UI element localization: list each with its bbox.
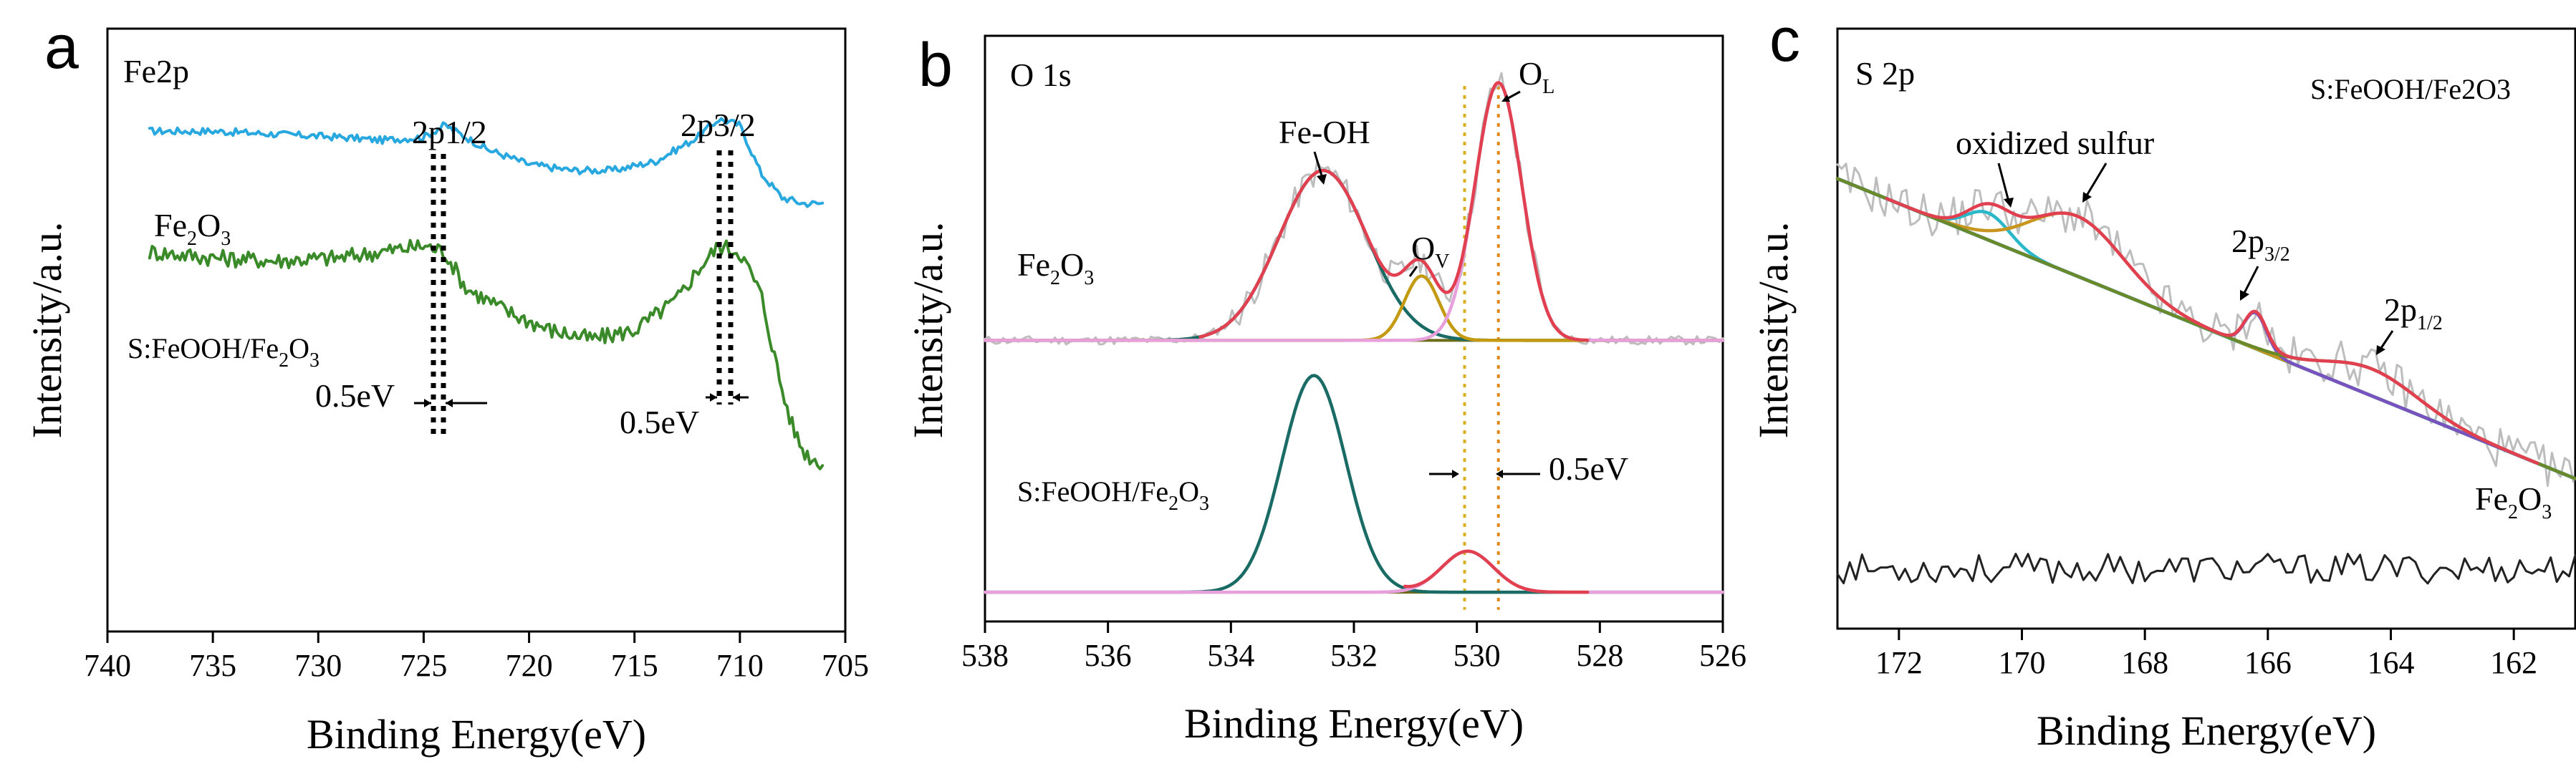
- label-fe-oh: Fe-OH: [1279, 114, 1370, 150]
- panel-b-guides: [1463, 86, 1500, 610]
- x-tick-label: 164: [2368, 645, 2415, 680]
- x-tick-label: 735: [189, 648, 236, 683]
- label-lower-sfeooh: S:FeOOH/Fe2O3: [1017, 475, 1209, 515]
- label-shift-2p1: 0.5eV: [315, 377, 395, 414]
- fe2o3-flat-spectrum-line: [1836, 553, 2576, 585]
- x-tick-label: 725: [400, 648, 447, 683]
- panel-label-b: b: [918, 31, 953, 100]
- label-upper-fe2o3: Fe2O3: [1017, 246, 1094, 289]
- panel-c-annotations: oxidized sulfur 2p3/2 2p1/2 Fe2O3: [1956, 125, 2552, 523]
- fe2o3-spectrum-line: [148, 117, 825, 208]
- panel-b-series: [983, 72, 1725, 594]
- panel-b-title: O 1s: [1010, 57, 1072, 93]
- panel-label-a: a: [44, 13, 79, 82]
- fit-peak-o-l: [983, 549, 1725, 594]
- label-shift-b: 0.5eV: [1549, 450, 1628, 487]
- panel-a-title: Fe2p: [123, 53, 189, 89]
- label-ov: OV: [1411, 230, 1449, 273]
- x-tick-label: 168: [2121, 645, 2168, 680]
- label-oxidized-sulfur: oxidized sulfur: [1956, 125, 2154, 161]
- panel-c-legend: S:FeOOH/Fe2O3: [2310, 73, 2511, 105]
- label-2p3-2: 2p3/2: [681, 107, 756, 143]
- panel-b-xlabel: Binding Energy(eV): [1184, 700, 1524, 747]
- arrow-oxidized-2: [2083, 163, 2108, 200]
- x-tick-label: 532: [1330, 638, 1378, 673]
- panel-a-series: [148, 117, 825, 470]
- panel-a-x-ticks: 740 735 730 725 720 715 710 705: [84, 631, 869, 683]
- x-tick-label: 538: [961, 638, 1009, 673]
- panel-c: c S 2p S:FeOOH/Fe2O3 172 170 168 166 164 162 …: [1750, 6, 2576, 754]
- panel-a-annotations: 2p1/2 2p3/2 Fe2O3 S:FeOOH/Fe2O3 0.5eV 0.…: [128, 107, 756, 440]
- x-tick-label: 536: [1085, 638, 1132, 673]
- x-tick-label: 715: [611, 648, 658, 683]
- fit-envelope-line: [1198, 81, 1590, 342]
- panel-b-ylabel: Intensity/a.u.: [905, 222, 951, 439]
- label-shift-2p3: 0.5eV: [620, 404, 699, 440]
- x-tick-label: 720: [506, 648, 553, 683]
- label-fe2o3: Fe2O3: [154, 207, 231, 250]
- panel-b-annotations: Fe2O3 S:FeOOH/Fe2O3 Fe-OH OV OL 0.5eV: [1017, 55, 1628, 515]
- x-tick-label: 710: [716, 648, 764, 683]
- panel-c-frame: [1836, 27, 2576, 630]
- label-2p12: 2p1/2: [2384, 291, 2443, 334]
- x-tick-label: 170: [1999, 645, 2046, 680]
- arrowhead-ol: [1501, 95, 1510, 102]
- x-tick-label: 534: [1207, 638, 1254, 673]
- panel-c-xlabel: Binding Energy(eV): [2037, 707, 2376, 754]
- fit-peak-o-l: [983, 81, 1725, 342]
- panel-a-xlabel: Binding Energy(eV): [307, 711, 646, 758]
- label-ol: OL: [1519, 55, 1554, 98]
- arrowhead-2p12: [2376, 345, 2385, 355]
- fit-peak-fe-oh: [983, 168, 1725, 342]
- x-tick-label: 526: [1699, 638, 1746, 673]
- panel-b: b O 1s 538 536 534 532 530 528 526 Binding Ene…: [905, 31, 1746, 747]
- panel-c-ylabel: Intensity/a.u.: [1750, 222, 1797, 439]
- arrowhead-oxidized-1: [2004, 198, 2014, 208]
- arrow-2p32: [2241, 266, 2259, 298]
- panel-c-series: [1835, 163, 2576, 585]
- label-2p32: 2p3/2: [2231, 223, 2290, 266]
- arrowhead-left-2p3: [710, 393, 717, 402]
- panel-label-c: c: [1769, 6, 1800, 74]
- panel-c-title: S 2p: [1855, 55, 1915, 92]
- x-tick-label: 740: [84, 648, 131, 683]
- x-tick-label: 528: [1576, 638, 1623, 673]
- x-tick-label: 166: [2244, 645, 2292, 680]
- x-tick-label: 730: [294, 648, 342, 683]
- sfeooh-spectrum-line: [148, 238, 825, 470]
- fit-envelope-line: [1885, 197, 2539, 465]
- panel-b-x-ticks: 538 536 534 532 530 528 526: [961, 621, 1746, 673]
- arrowhead-fe-oh: [1317, 174, 1327, 185]
- x-tick-label: 162: [2490, 645, 2537, 680]
- x-tick-label: 530: [1453, 638, 1501, 673]
- arrow-oxidized-1: [1997, 163, 2011, 205]
- arrowhead-left-b: [1452, 470, 1459, 478]
- arrowhead-oxidized-2: [2082, 192, 2092, 203]
- panel-a-ylabel: Intensity/a.u.: [24, 222, 70, 439]
- label-c-fe2o3: Fe2O3: [2475, 480, 2552, 523]
- arrow-ov: [1408, 266, 1418, 277]
- raw-spectrum-line: [1836, 163, 2575, 487]
- arrowhead-right-b: [1496, 470, 1503, 478]
- arrowhead-left-2p1: [424, 399, 431, 407]
- x-tick-label: 172: [1875, 645, 1923, 680]
- label-sfeooh-fe2o3: S:FeOOH/Fe2O3: [128, 332, 319, 372]
- fit-peak-o-v: [983, 274, 1725, 342]
- label-2p1-2: 2p1/2: [412, 114, 487, 150]
- arrowhead-2p32: [2240, 290, 2249, 301]
- arrowhead-right-2p3: [733, 393, 740, 402]
- panel-c-x-ticks: 172 170 168 166 164 162: [1875, 629, 2537, 680]
- fit-envelope-line: [1403, 549, 1590, 594]
- panel-a-frame: [106, 27, 847, 633]
- panel-a: a Fe2p 740 735 730 725 720 715 710 705 Binding …: [24, 13, 869, 758]
- x-tick-label: 705: [822, 648, 869, 683]
- arrowhead-right-2p1: [446, 399, 453, 407]
